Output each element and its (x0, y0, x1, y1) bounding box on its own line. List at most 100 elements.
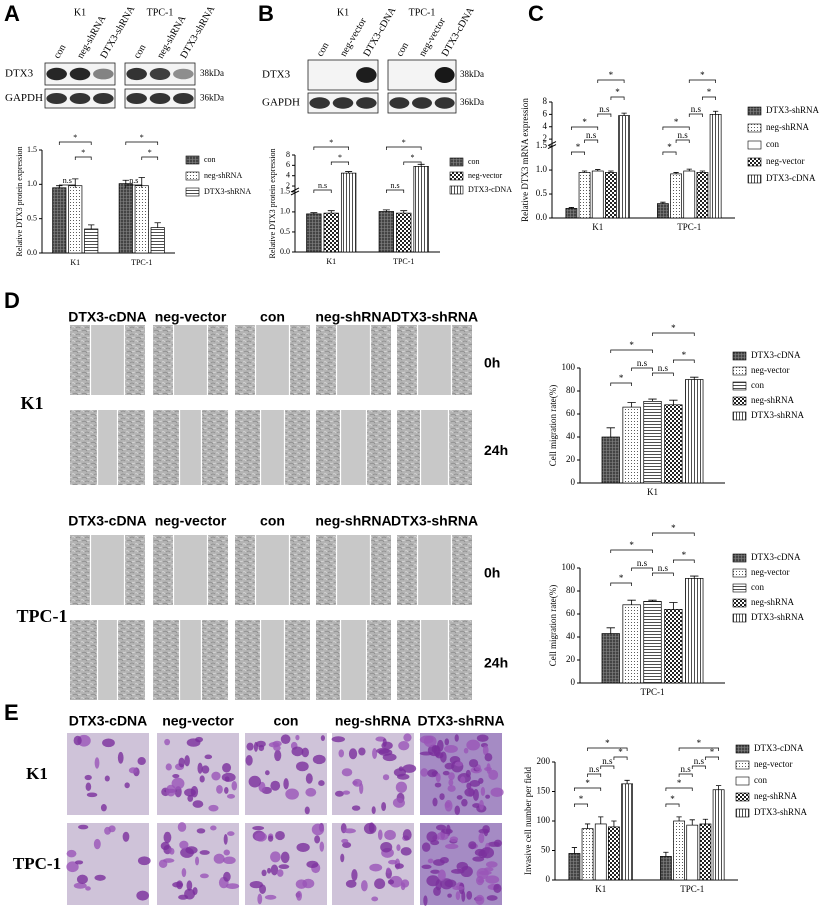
cell (420, 768, 429, 777)
legend-label: con (754, 775, 767, 785)
bar (608, 826, 620, 881)
cell (295, 761, 309, 772)
legend-swatch (735, 744, 750, 754)
band (46, 93, 67, 104)
cell (231, 781, 238, 791)
cell (440, 878, 453, 890)
wound-gap (420, 410, 449, 485)
cell (252, 826, 265, 831)
cell (351, 805, 361, 811)
significance-bracket (125, 184, 143, 188)
y-tick-label: 0.0 (280, 247, 290, 256)
error-bar (598, 816, 604, 824)
cell (213, 853, 225, 864)
cell (160, 841, 170, 851)
y-axis-label: Relative DTX3 mRNA expression (520, 98, 530, 222)
cell (257, 893, 263, 905)
cell (435, 773, 441, 783)
cell (430, 869, 441, 874)
band (126, 93, 147, 104)
cell (440, 751, 447, 763)
cell (423, 735, 437, 748)
significance-label: n.s (637, 558, 648, 568)
cell (371, 806, 376, 814)
cell (278, 864, 290, 870)
group-label: K1 (74, 7, 86, 18)
y-tick-label: 40 (566, 431, 576, 441)
cell (419, 751, 433, 756)
error-bar (72, 178, 79, 186)
x-tick-label: TPC-1 (640, 687, 664, 697)
bar (378, 211, 395, 253)
cell (201, 765, 210, 774)
cell (86, 792, 98, 798)
legend-label: con (751, 582, 764, 592)
significance-label: * (671, 523, 676, 533)
cell (460, 776, 466, 784)
significance-label: * (710, 747, 715, 757)
significance-label: * (402, 138, 406, 147)
panel-label: A (4, 1, 20, 26)
column-label: neg-vector (162, 713, 234, 729)
significance-label: * (629, 540, 634, 550)
cell (223, 871, 231, 882)
wound-gap (260, 620, 285, 700)
legend-swatch (747, 123, 762, 133)
cell (104, 775, 110, 782)
cell (435, 879, 442, 891)
cell (348, 748, 358, 760)
cell (484, 766, 492, 772)
error-bar (648, 398, 657, 402)
cell (128, 767, 138, 774)
y-tick-label: 80 (566, 585, 576, 595)
cell (165, 784, 176, 797)
cell (94, 874, 106, 881)
significance-bracket (403, 161, 422, 165)
error-bar (663, 851, 669, 857)
significance-bracket (610, 382, 632, 386)
x-tick-label: K1 (647, 487, 658, 497)
significance-label: * (697, 738, 702, 748)
significance-bracket (58, 141, 92, 145)
legend-label: neg-vector (751, 567, 789, 577)
bar (340, 172, 357, 253)
bar (709, 114, 722, 219)
legend-label: DTX3-cDNA (766, 173, 816, 183)
legend-label: con (751, 380, 764, 390)
cell (314, 835, 321, 844)
cell (380, 841, 393, 853)
error-bar (382, 209, 390, 212)
legend-label: neg-shRNA (766, 122, 809, 132)
cell (100, 804, 107, 812)
significance-label: * (329, 138, 333, 147)
y-tick-label: 1.5 (27, 145, 37, 154)
size-label: 36kDa (200, 93, 224, 103)
significance-bracket (688, 79, 716, 83)
legend-label: DTX3-shRNA (754, 807, 807, 817)
cell (371, 896, 379, 902)
cell (434, 782, 442, 788)
cell (486, 895, 498, 901)
significance-bracket (652, 572, 674, 576)
error-bar (611, 820, 617, 827)
significance-label: * (667, 142, 672, 152)
significance-bracket (386, 146, 422, 150)
significance-label: * (585, 778, 590, 788)
legend-swatch (747, 106, 762, 116)
cell (74, 860, 84, 865)
significance-label: * (682, 550, 687, 560)
cell (246, 742, 254, 751)
significance-label: n.s (602, 756, 613, 766)
cell (169, 848, 175, 855)
lane-label: con (394, 41, 411, 59)
significance-label: n.s (586, 130, 597, 140)
cell (394, 863, 404, 869)
cell (444, 744, 458, 753)
cell (447, 893, 452, 898)
legend-label: DTX3-shRNA (204, 187, 251, 196)
bar (664, 609, 683, 684)
legend-swatch (735, 760, 750, 770)
significance-bracket (705, 756, 719, 760)
error-bar (627, 402, 636, 408)
bar (578, 172, 591, 219)
